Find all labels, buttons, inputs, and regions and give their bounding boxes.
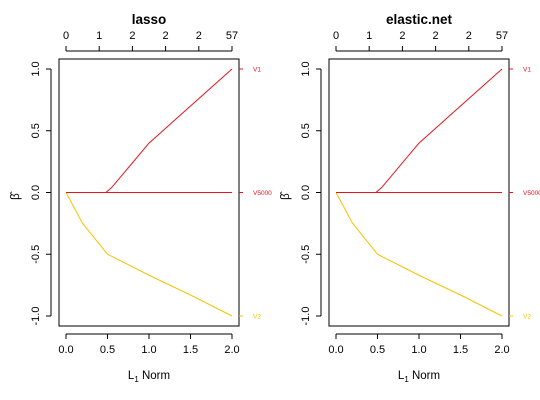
chart-panel-lasso: lasso 0.0 0.5 1.0 1.5 2.0 0 1 2 2 2 57 -1.0 -0.5 0.0 0.… bbox=[10, 12, 272, 384]
x-tick-label: 0.5 bbox=[100, 344, 115, 356]
x-tick-label: 2.0 bbox=[494, 344, 509, 356]
y-tick-label: -0.5 bbox=[300, 245, 312, 264]
chart-panel-elastic-net: elastic.net 0.0 0.5 1.0 1.5 2.0 0 1 2 2 2 57 -1.0 -0.… bbox=[280, 12, 540, 384]
x-tick-label: 0.5 bbox=[370, 344, 385, 356]
x-label-main: L bbox=[398, 370, 405, 382]
top-tick-label: 57 bbox=[226, 30, 238, 42]
y-tick-label: 1.0 bbox=[300, 61, 312, 76]
top-tick-label: 2 bbox=[466, 30, 472, 42]
series-line-v2 bbox=[335, 192, 503, 317]
coefficient-label: V1 bbox=[523, 67, 531, 74]
y-tick-label: -1.0 bbox=[30, 307, 42, 326]
x-tick-label: 0.0 bbox=[328, 344, 343, 356]
x-tick-label: 1.5 bbox=[453, 344, 468, 356]
chart-title: lasso bbox=[132, 12, 167, 27]
y-tick-label: 0.5 bbox=[300, 123, 312, 138]
top-tick-label: 1 bbox=[366, 30, 372, 42]
top-tick-label: 2 bbox=[433, 30, 439, 42]
x-tick-label: 2.0 bbox=[224, 344, 239, 356]
y-tick-label: 0.5 bbox=[30, 123, 42, 138]
coefficient-label: V1 bbox=[253, 67, 261, 74]
x-label-main: L bbox=[128, 370, 135, 382]
x-tick-label: 1.0 bbox=[411, 344, 426, 356]
y-axis-label: β̂ bbox=[280, 191, 292, 200]
series-line-v1 bbox=[336, 68, 503, 193]
top-tick-label: 0 bbox=[63, 30, 69, 42]
chart-title: elastic.net bbox=[386, 12, 453, 27]
x-tick-label: 1.0 bbox=[141, 344, 156, 356]
y-tick-label: 1.0 bbox=[30, 61, 42, 76]
y-tick-label: -1.0 bbox=[300, 307, 312, 326]
top-tick-label: 2 bbox=[129, 30, 135, 42]
x-label-subscript: 1 bbox=[404, 375, 409, 384]
y-tick-label: 0.0 bbox=[30, 185, 42, 200]
top-tick-label: 2 bbox=[163, 30, 169, 42]
top-tick-label: 57 bbox=[496, 30, 508, 42]
y-axis-label: β̂ bbox=[10, 191, 22, 200]
x-label-subscript: 1 bbox=[134, 375, 139, 384]
top-tick-label: 2 bbox=[196, 30, 202, 42]
coefficient-label: V5000 bbox=[523, 190, 540, 197]
coefficient-label: V5000 bbox=[253, 190, 272, 197]
top-tick-label: 0 bbox=[333, 30, 339, 42]
top-tick-label: 1 bbox=[96, 30, 102, 42]
x-label-rest: Norm bbox=[139, 370, 170, 382]
top-tick-label: 2 bbox=[399, 30, 405, 42]
x-axis-label: L1 Norm bbox=[128, 370, 170, 384]
x-axis-label: L1 Norm bbox=[398, 370, 440, 384]
coefficient-label: V2 bbox=[523, 314, 531, 321]
x-label-rest: Norm bbox=[409, 370, 440, 382]
series-line-v1 bbox=[66, 68, 233, 193]
y-tick-label: 0.0 bbox=[300, 185, 312, 200]
coefficient-label: V2 bbox=[253, 314, 261, 321]
x-tick-label: 1.5 bbox=[183, 344, 198, 356]
series-line-v2 bbox=[65, 192, 233, 317]
y-tick-label: -0.5 bbox=[30, 245, 42, 264]
x-tick-label: 0.0 bbox=[58, 344, 73, 356]
